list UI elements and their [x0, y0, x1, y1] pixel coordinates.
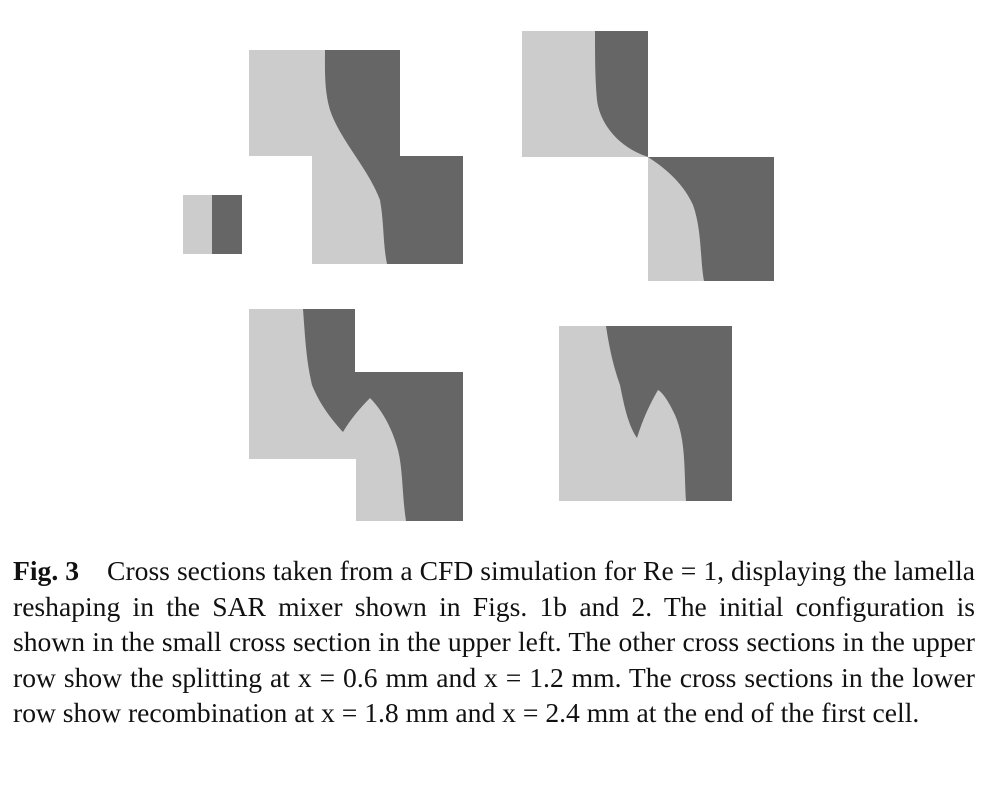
fluid-a-region — [183, 195, 213, 254]
caption-text: Cross sections taken from a CFD simulati… — [13, 555, 975, 728]
cfd-cross-section-figure — [183, 31, 774, 521]
fluid-b-region — [303, 309, 463, 521]
panel-split-x-0.6mm — [249, 50, 463, 264]
panel-split-x-1.2mm — [522, 31, 774, 281]
fluid-b-region — [648, 157, 774, 281]
panel-recombine-x-2.4mm — [559, 326, 732, 501]
fluid-b-region — [595, 31, 648, 157]
fluid-b-region — [324, 50, 463, 264]
fluid-b-region — [606, 326, 732, 501]
fluid-b-region — [212, 195, 242, 254]
panel-initial-configuration — [183, 195, 242, 254]
figure-label: Fig. 3 — [13, 555, 80, 586]
figure-caption: Fig. 3 Cross sections taken from a CFD si… — [13, 553, 975, 731]
panel-recombine-x-1.8mm — [249, 309, 463, 521]
